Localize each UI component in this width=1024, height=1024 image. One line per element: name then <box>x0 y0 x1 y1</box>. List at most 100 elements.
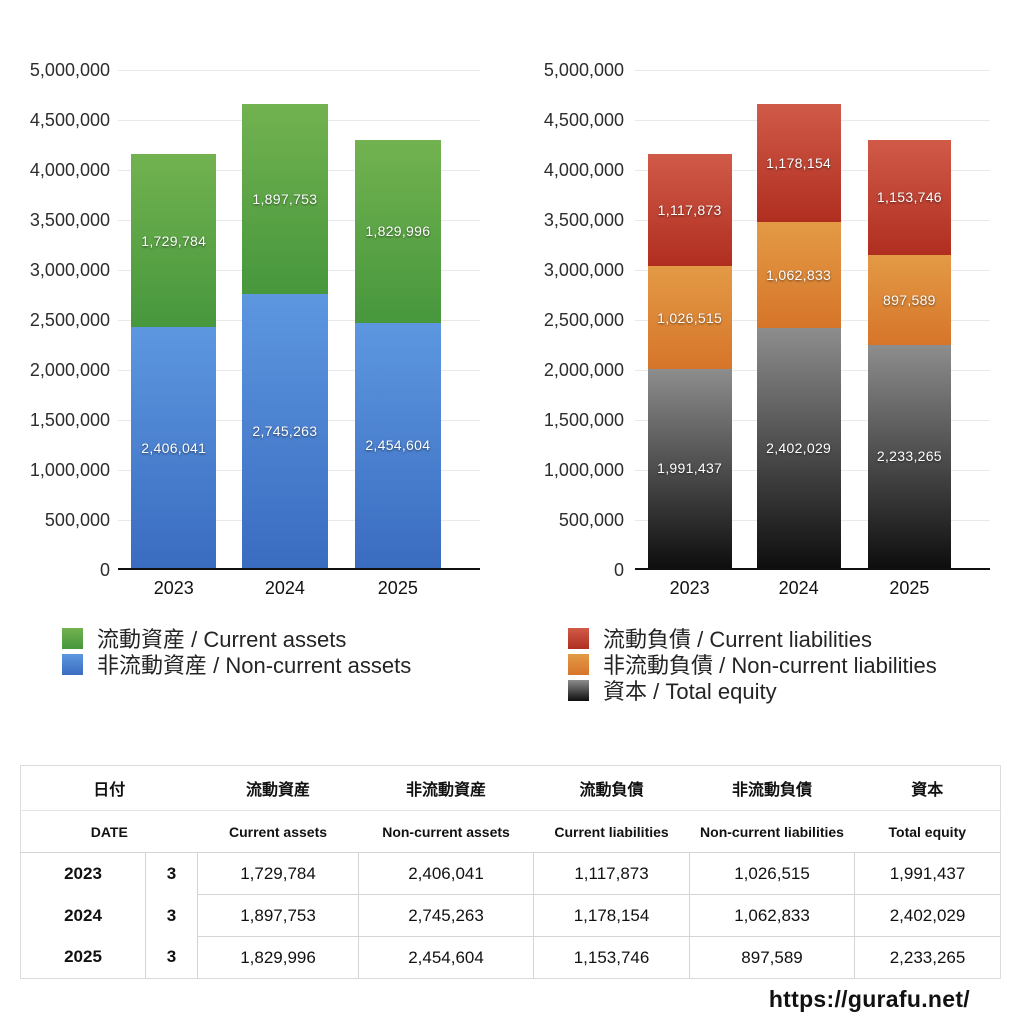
bar-value-label: 1,897,753 <box>252 190 318 207</box>
bar-segment: 1,153,746 <box>867 139 952 255</box>
col-header-current-liabilities-ja: 流動負債 <box>533 765 690 811</box>
bar-segment: 1,178,154 <box>756 103 841 222</box>
stacked-bar-2025: 2,233,265 897,589 1,153,746 <box>867 139 952 568</box>
liabilities-plot-area: 1,991,437 1,026,515 1,117,873 2023 2,402,029… <box>635 70 990 598</box>
bar-segment: 2,402,029 <box>756 327 841 568</box>
current-liabilities-cell: 1,117,873 <box>533 852 691 895</box>
col-header-current-liabilities-en: Current liabilities <box>533 810 690 853</box>
y-axis-tick-label: 4,500,000 <box>29 110 110 130</box>
col-header-total-equity-en: Total equity <box>854 810 1001 853</box>
y-axis-tick-label: 500,000 <box>558 510 624 530</box>
liabilities-equity-legend: 流動負債 / Current liabilities 非流動負債 / Non-c… <box>568 625 937 704</box>
bar-value-label: 1,991,437 <box>657 460 723 477</box>
assets-y-axis: 5,000,000 4,500,000 4,000,000 3,500,000 3,00… <box>0 60 110 580</box>
total-equity-cell: 1,991,437 <box>889 863 966 883</box>
table-row-2023: 2023 3 1,729,784 2,406,041 1,117,873 1,0… <box>20 852 1001 895</box>
year-cell: 2024 <box>20 894 146 937</box>
legend-item-total-equity: 資本 / Total equity <box>568 677 937 704</box>
current-assets-cell: 1,829,996 <box>197 936 360 979</box>
non-current-assets-cell: 2,406,041 <box>358 852 535 895</box>
assets-plot-area: 2,406,041 1,729,784 2023 2,745,263 1,897,753… <box>118 70 480 598</box>
bar-value-label: 1,729,784 <box>141 232 207 249</box>
table-header-row-ja: 日付 流動資産 非流動資産 流動負債 非流動負債 資本 <box>20 765 1001 811</box>
gridline <box>635 70 990 71</box>
bar-value-label: 1,178,154 <box>766 154 832 171</box>
y-axis-tick-label: 3,500,000 <box>29 210 110 230</box>
bar-segment: 1,062,833 <box>756 221 841 328</box>
bar-value-label: 1,829,996 <box>365 223 431 239</box>
financial-data-table: 日付 流動資産 非流動資産 流動負債 非流動負債 資本 DATE Current… <box>20 765 1002 979</box>
legend-label: 流動資産 / Current assets <box>97 627 347 652</box>
y-axis-tick-label: 3,000,000 <box>543 260 624 280</box>
bar-value-label: 897,589 <box>883 291 936 308</box>
bar-value-label: 2,406,041 <box>141 439 207 456</box>
bar-segment: 2,406,041 <box>131 327 217 568</box>
bar-segment: 2,454,604 <box>355 322 441 568</box>
y-axis-tick-label: 2,500,000 <box>29 310 110 330</box>
col-header-total-equity-ja: 資本 <box>854 765 1001 811</box>
x-axis-label: 2024 <box>264 578 305 598</box>
current-assets-cell: 1,729,784 <box>197 852 360 895</box>
bar-segment: 2,745,263 <box>242 293 328 568</box>
total-equity-cell: 2,233,265 <box>854 936 1001 979</box>
assets-legend: 流動資産 / Current assets 非流動資産 / Non-curren… <box>62 625 412 678</box>
site-url: https://gurafu.net/ <box>768 986 970 1012</box>
y-axis-tick-label: 3,500,000 <box>543 210 624 230</box>
legend-label: 資本 / Total equity <box>603 679 777 704</box>
col-header-current-assets-en: Current assets <box>197 810 359 853</box>
bar-segment: 2,233,265 <box>867 344 952 568</box>
non-current-liabilities-swatch-icon <box>568 653 589 675</box>
table-header-row-en: DATE Current assets Non-current assets C… <box>20 810 1001 853</box>
y-axis-tick-label: 1,500,000 <box>29 410 110 430</box>
assets-chart: 5,000,000 4,500,000 4,000,000 3,500,000 3,00… <box>0 55 512 625</box>
y-axis-tick-label: 0 <box>613 560 624 580</box>
current-assets-swatch-icon <box>62 627 83 649</box>
bar-segment: 897,589 <box>867 254 952 345</box>
month-cell: 3 <box>145 894 199 937</box>
col-header-non-current-assets-en: Non-current assets <box>358 810 534 853</box>
liabilities-y-axis: 5,000,000 4,500,000 4,000,000 3,500,000 3,00… <box>512 60 624 580</box>
month-cell: 3 <box>145 852 199 895</box>
y-axis-tick-label: 1,500,000 <box>543 410 624 430</box>
legend-label: 非流動資産 / Non-current assets <box>97 653 412 678</box>
table-row-2025: 2025 3 1,829,996 2,454,604 1,153,746 897… <box>20 936 1001 979</box>
legend-item-non-current-liabilities: 非流動負債 / Non-current liabilities <box>568 651 937 678</box>
y-axis-tick-label: 2,000,000 <box>29 360 110 380</box>
bar-value-label: 2,402,029 <box>766 439 832 456</box>
month-cell: 3 <box>145 936 199 979</box>
y-axis-tick-label: 1,000,000 <box>29 460 110 480</box>
stacked-bar-2023: 1,991,437 1,026,515 1,117,873 <box>647 154 732 568</box>
y-axis-tick-label: 2,000,000 <box>543 360 624 380</box>
legend-item-current-assets: 流動資産 / Current assets <box>62 625 411 652</box>
bar-segment: 1,729,784 <box>131 154 217 328</box>
liabilities-equity-chart: 5,000,000 4,500,000 4,000,000 3,500,000 3,00… <box>512 55 1024 625</box>
stacked-bar-2025: 2,454,604 1,829,996 <box>355 139 441 568</box>
year-cell: 2025 <box>20 936 146 979</box>
bar-value-label: 1,153,746 <box>876 189 942 206</box>
y-axis-tick-label: 3,000,000 <box>29 260 110 280</box>
y-axis-tick-label: 0 <box>99 560 110 580</box>
non-current-assets-cell: 2,745,263 <box>358 894 535 937</box>
x-axis-label: 2025 <box>889 578 930 598</box>
year-cell: 2023 <box>20 852 146 895</box>
stacked-bar-2024: 2,745,263 1,897,753 <box>242 103 328 568</box>
y-axis-tick-label: 4,000,000 <box>543 160 624 180</box>
bar-value-label: 1,062,833 <box>766 266 832 283</box>
bar-segment: 1,991,437 <box>647 368 732 568</box>
stacked-bar-2023: 2,406,041 1,729,784 <box>131 154 217 568</box>
bar-value-label: 2,233,265 <box>876 448 942 465</box>
current-liabilities-swatch-icon <box>568 627 589 649</box>
bar-value-label: 1,117,873 <box>657 202 722 219</box>
col-header-current-assets-ja: 流動資産 <box>197 765 359 811</box>
bar-segment: 1,897,753 <box>242 103 328 294</box>
bar-segment: 1,026,515 <box>647 266 732 369</box>
col-header-date-en: DATE <box>20 810 198 853</box>
x-axis-label: 2024 <box>778 578 819 598</box>
current-liabilities-cell: 1,178,154 <box>533 894 691 937</box>
y-axis-tick-label: 1,000,000 <box>543 460 624 480</box>
y-axis-tick-label: 5,000,000 <box>543 60 624 80</box>
col-header-date-ja: 日付 <box>20 765 198 811</box>
total-equity-swatch-icon <box>568 679 589 701</box>
legend-item-non-current-assets: 非流動資産 / Non-current assets <box>62 651 412 678</box>
